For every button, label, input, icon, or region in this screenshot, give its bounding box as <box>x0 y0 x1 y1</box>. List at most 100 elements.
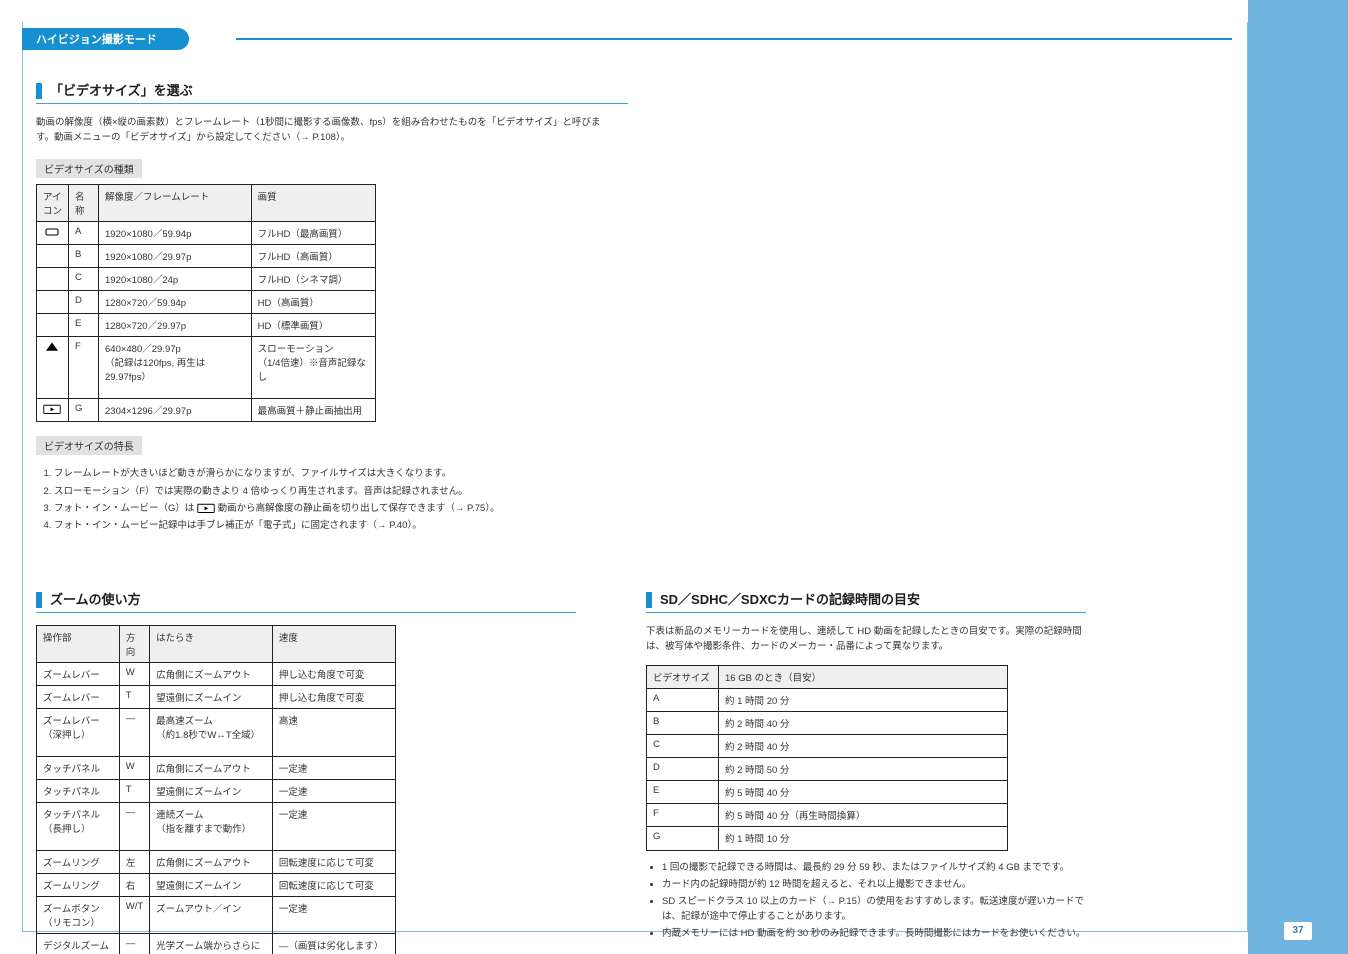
feature-item: フォト・イン・ムービー（G）は 動画から高解像度の静止画を切り出して保存できます… <box>54 502 628 516</box>
table-row: B約 2 時間 40 分 <box>647 711 1008 734</box>
size-name: G <box>69 399 99 422</box>
section-underline <box>36 103 628 104</box>
zoom-dir: — <box>119 709 149 757</box>
table-row: F640×480／29.97p （記録は120fps, 再生は29.97fps）… <box>37 337 376 399</box>
zoom-part: デジタルズーム <box>37 934 120 954</box>
size-quality: フルHD（シネマ調） <box>251 268 375 291</box>
photo-in-movie-icon <box>197 503 218 514</box>
media-size: E <box>647 780 719 803</box>
table-row: G約 1 時間 10 分 <box>647 826 1008 850</box>
feature-list: フレームレートが大きいほど動きが滑らかになりますが、ファイルサイズは大きくなりま… <box>36 467 628 533</box>
table-row: タッチパネルT望遠側にズームイン一定速 <box>37 780 396 803</box>
table-row: C約 2 時間 40 分 <box>647 734 1008 757</box>
table-row: D1280×720／59.94pHD（高画質） <box>37 291 376 314</box>
size-quality: HD（高画質） <box>251 291 375 314</box>
zoom-speed: 一定速 <box>272 757 395 780</box>
fullhd-icon <box>37 222 69 245</box>
media-bullet: 1 回の撮影で記録できる時間は、最長約 29 分 59 秒、またはファイルサイズ… <box>662 861 1086 875</box>
zoom-dir: T <box>119 780 149 803</box>
zoom-part: ズームレバー <box>37 686 120 709</box>
side-tab-band: ハイビジョン画質で撮影する（HDモード） 37 <box>1248 0 1348 954</box>
table-header-row: アイコン 名称 解像度／フレームレート 画質 <box>37 185 376 222</box>
table-row: C1920×1080／24pフルHD（シネマ調） <box>37 268 376 291</box>
section-title-media: SD／SDHC／SDXCカードの記録時間の目安 <box>660 589 920 608</box>
slow-icon <box>37 337 69 399</box>
media-bullet: カード内の記録時間が約 12 時間を超えると、それ以上撮影できません。 <box>662 878 1086 892</box>
zoom-dir: T <box>119 686 149 709</box>
zoom-dir: W <box>119 663 149 686</box>
zoom-part: ズームリング <box>37 874 120 897</box>
table-row: G2304×1296／29.97p最高画質＋静止画抽出用 <box>37 399 376 422</box>
media-time: 約 2 時間 40 分 <box>719 711 1008 734</box>
zoom-table: 操作部 方向 はたらき 速度 ズームレバーW広角側にズームアウト押し込む角度で可… <box>36 625 396 954</box>
video-size-table: アイコン 名称 解像度／フレームレート 画質 A1920×1080／59.94p… <box>36 184 376 422</box>
zoom-speed: 回転速度に応じて可変 <box>272 851 395 874</box>
media-time: 約 2 時間 40 分 <box>719 734 1008 757</box>
section-bar-icon <box>646 592 652 608</box>
zoom-speed: —（画質は劣化します） <box>272 934 395 954</box>
size-spec: 1920×1080／29.97p <box>99 245 252 268</box>
media-intro: 下表は新品のメモリーカードを使用し、連続して HD 動画を記録したときの目安です… <box>646 625 1086 654</box>
media-time: 約 2 時間 50 分 <box>719 757 1008 780</box>
zoom-part: タッチパネル <box>37 780 120 803</box>
zoom-func: 広角側にズームアウト <box>150 757 273 780</box>
th-dir: 方向 <box>119 626 149 663</box>
section-bar-icon <box>36 83 42 99</box>
zoom-func: 望遠側にズームイン <box>150 686 273 709</box>
media-bullets: 1 回の撮影で記録できる時間は、最長約 29 分 59 秒、またはファイルサイズ… <box>646 861 1086 941</box>
empty-icon <box>37 268 69 291</box>
th-quality: 画質 <box>251 185 375 222</box>
media-bullet: SD スピードクラス 10 以上のカード（→ P.15）の使用をおすすめします。… <box>662 895 1086 924</box>
zoom-func: 望遠側にズームイン <box>150 874 273 897</box>
size-spec: 1920×1080／24p <box>99 268 252 291</box>
size-quality: フルHD（高画質） <box>251 245 375 268</box>
zoom-func: 広角側にズームアウト <box>150 851 273 874</box>
table-row: E1280×720／29.97pHD（標準画質） <box>37 314 376 337</box>
feature-item: スローモーション（F）では実際の動きより 4 倍ゆっくり再生されます。音声は記録… <box>54 485 628 499</box>
zoom-part: ズームレバー （深押し） <box>37 709 120 757</box>
zoom-func: 広角側にズームアウト <box>150 663 273 686</box>
section-title-zoom: ズームの使い方 <box>50 589 141 608</box>
intro-paragraph: 動画の解像度（横×縦の画素数）とフレームレート（1秒間に撮影する画像数、fps）… <box>36 116 616 145</box>
size-name: E <box>69 314 99 337</box>
table-row: ズームリング右望遠側にズームイン回転速度に応じて可変 <box>37 874 396 897</box>
size-name: D <box>69 291 99 314</box>
zoom-part: ズームボタン （リモコン） <box>37 897 120 934</box>
zoom-speed: 一定速 <box>272 780 395 803</box>
sublabel-video-size-types: ビデオサイズの種類 <box>36 159 142 178</box>
size-spec: 1920×1080／59.94p <box>99 222 252 245</box>
section-title-video-size: 「ビデオサイズ」を選ぶ <box>50 80 193 99</box>
zoom-dir: W/T <box>119 897 149 934</box>
size-name: A <box>69 222 99 245</box>
size-spec: 640×480／29.97p （記録は120fps, 再生は29.97fps） <box>99 337 252 399</box>
section-underline <box>36 612 576 613</box>
media-time: 約 5 時間 40 分 <box>719 780 1008 803</box>
th-size: ビデオサイズ <box>647 665 719 688</box>
zoom-part: ズームリング <box>37 851 120 874</box>
zoom-speed: 押し込む角度で可変 <box>272 686 395 709</box>
size-quality: HD（標準画質） <box>251 314 375 337</box>
zoom-func: 光学ズーム端からさらに 最大10倍まで拡大 <box>150 934 273 954</box>
table-row: タッチパネル （長押し）—連続ズーム （指を離すまで動作）一定速 <box>37 803 396 851</box>
zoom-func: 最高速ズーム （約1.8秒でW↔T全域） <box>150 709 273 757</box>
zoom-part: タッチパネル （長押し） <box>37 803 120 851</box>
table-row: ズームリング左広角側にズームアウト回転速度に応じて可変 <box>37 851 396 874</box>
table-header-row: 操作部 方向 はたらき 速度 <box>37 626 396 663</box>
media-time: 約 5 時間 40 分（再生時間換算） <box>719 803 1008 826</box>
feature-item: フォト・イン・ムービー記録中は手ブレ補正が「電子式」に固定されます（→ P.40… <box>54 519 628 533</box>
table-row: ズームレバーT望遠側にズームイン押し込む角度で可変 <box>37 686 396 709</box>
sublabel-video-size-features: ビデオサイズの特長 <box>36 436 142 455</box>
zoom-part: タッチパネル <box>37 757 120 780</box>
media-size: B <box>647 711 719 734</box>
photo-in-movie-icon <box>37 399 69 422</box>
size-quality: スローモーション （1/4倍速）※音声記録なし <box>251 337 375 399</box>
media-size: F <box>647 803 719 826</box>
media-size: C <box>647 734 719 757</box>
media-time: 約 1 時間 20 分 <box>719 688 1008 711</box>
zoom-dir: — <box>119 803 149 851</box>
zoom-func: ズームアウト／イン <box>150 897 273 934</box>
th-time16: 16 GB のとき（目安） <box>719 665 1008 688</box>
zoom-speed: 高速 <box>272 709 395 757</box>
section-bar-icon <box>36 592 42 608</box>
empty-icon <box>37 291 69 314</box>
